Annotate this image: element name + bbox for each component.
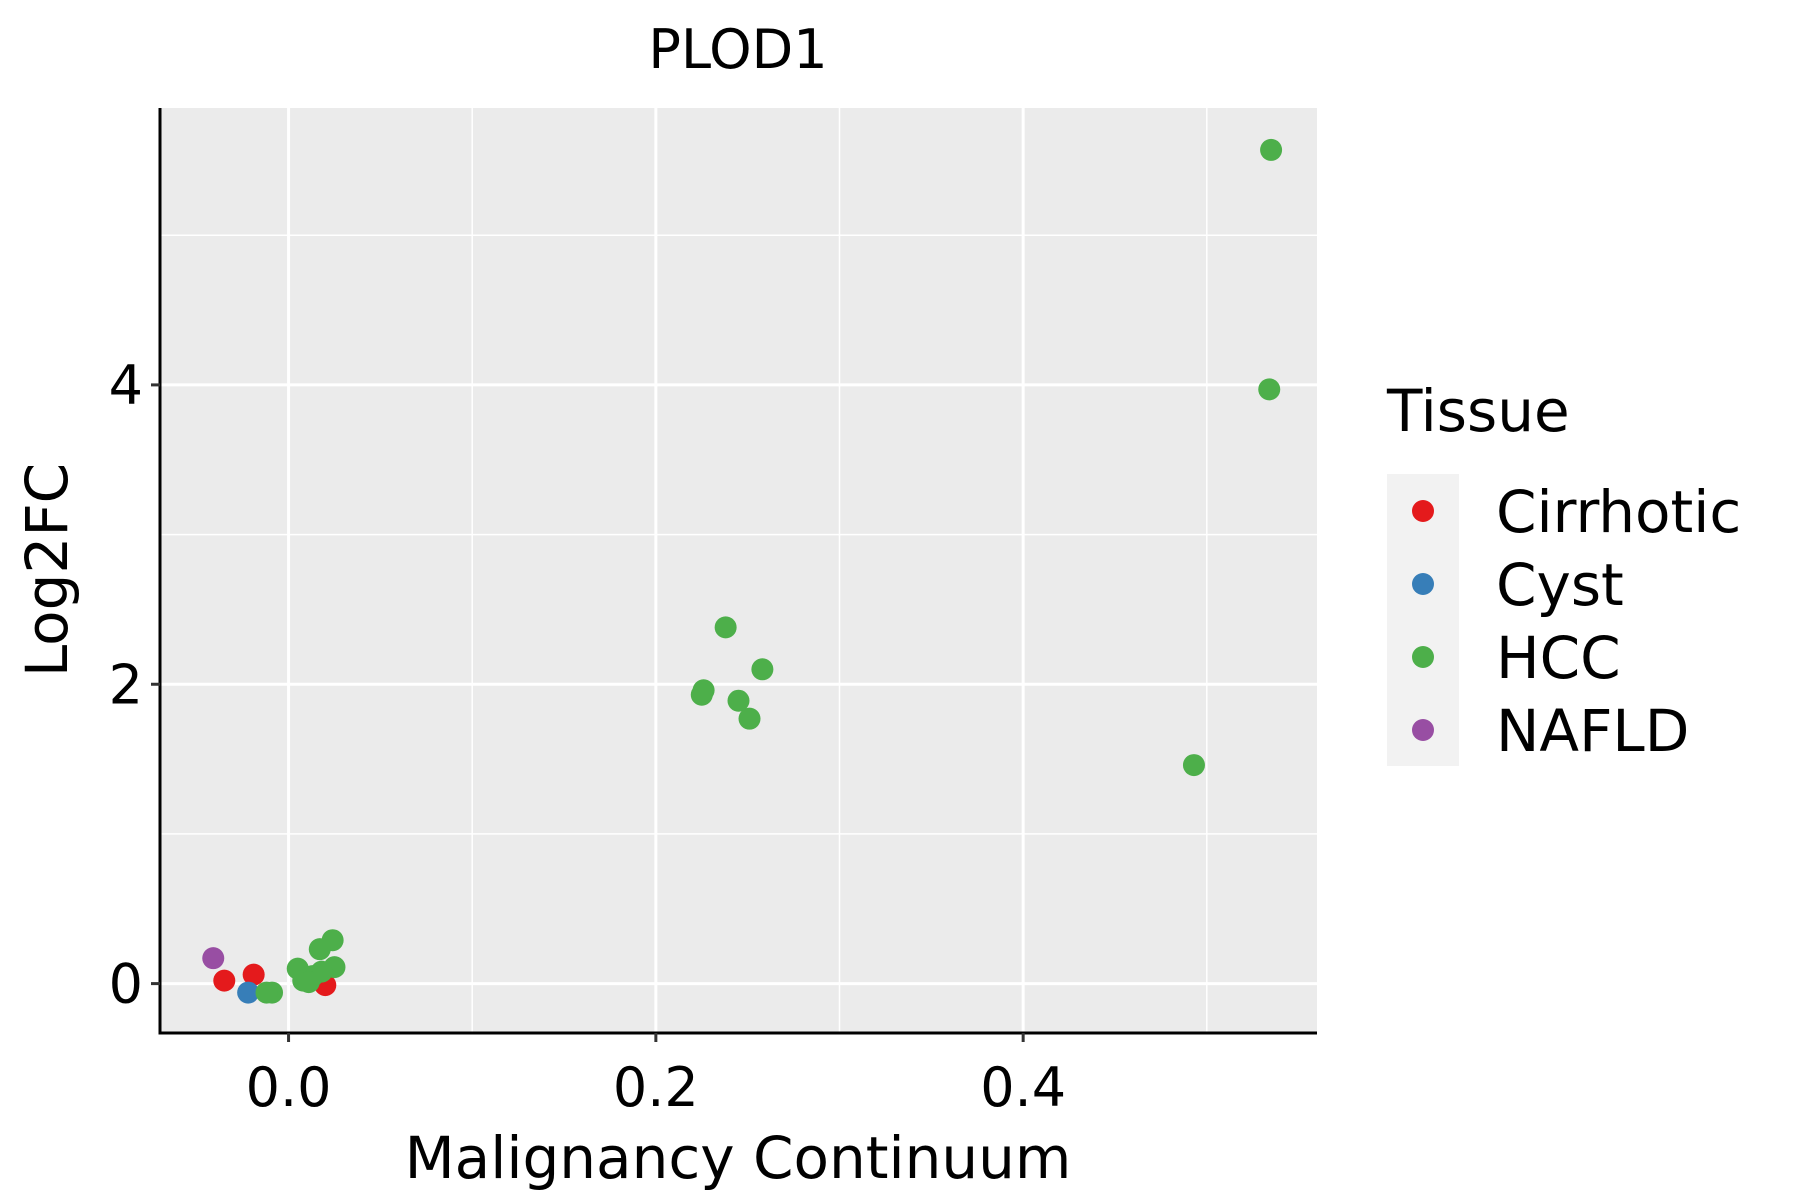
data-point-hcc: [690, 683, 713, 706]
data-point-cyst: [237, 981, 260, 1004]
data-points: [202, 138, 1283, 1004]
x-tick-label: 0.0: [246, 1056, 332, 1119]
chart-title: PLOD1: [648, 18, 827, 81]
data-point-hcc: [727, 689, 750, 712]
y-axis-ticks: 0 2 4: [109, 354, 160, 1016]
legend-label-hcc: HCC: [1496, 624, 1621, 692]
major-gridlines: [160, 108, 1317, 1033]
legend-label-nafld: NAFLD: [1496, 697, 1689, 765]
legend-key-hcc: [1412, 646, 1434, 668]
data-point-hcc: [1182, 754, 1205, 777]
legend-label-cyst: Cyst: [1496, 551, 1624, 619]
data-point-hcc: [308, 938, 331, 961]
legend-key-background: [1387, 474, 1459, 766]
data-point-hcc: [1260, 138, 1283, 161]
legend-key-nafld: [1412, 719, 1434, 741]
data-point-hcc: [751, 658, 774, 681]
y-tick-label: 4: [109, 354, 143, 417]
plot-panel: [160, 108, 1317, 1033]
y-tick-label: 2: [109, 653, 143, 716]
data-point-hcc: [255, 981, 278, 1004]
x-axis-ticks: 0.0 0.2 0.4: [246, 1033, 1066, 1119]
minor-gridlines: [104, 108, 1317, 1033]
data-point-cirrhotic: [242, 963, 265, 986]
data-point-nafld: [202, 947, 225, 970]
y-tick-label: 0: [109, 953, 143, 1016]
legend-title: Tissue: [1386, 377, 1570, 445]
data-point-hcc: [738, 707, 761, 730]
data-point-hcc: [714, 616, 737, 639]
x-tick-label: 0.4: [980, 1056, 1066, 1119]
legend-key-cirrhotic: [1412, 500, 1434, 522]
x-axis-title: Malignancy Continuum: [405, 1124, 1072, 1192]
x-tick-label: 0.2: [613, 1056, 699, 1119]
legend-key-cyst: [1412, 573, 1434, 595]
data-point-cirrhotic: [213, 969, 236, 992]
legend-label-cirrhotic: Cirrhotic: [1496, 478, 1741, 546]
data-point-hcc: [1258, 378, 1281, 401]
data-point-hcc: [297, 971, 320, 994]
y-axis-title: Log2FC: [13, 463, 81, 677]
